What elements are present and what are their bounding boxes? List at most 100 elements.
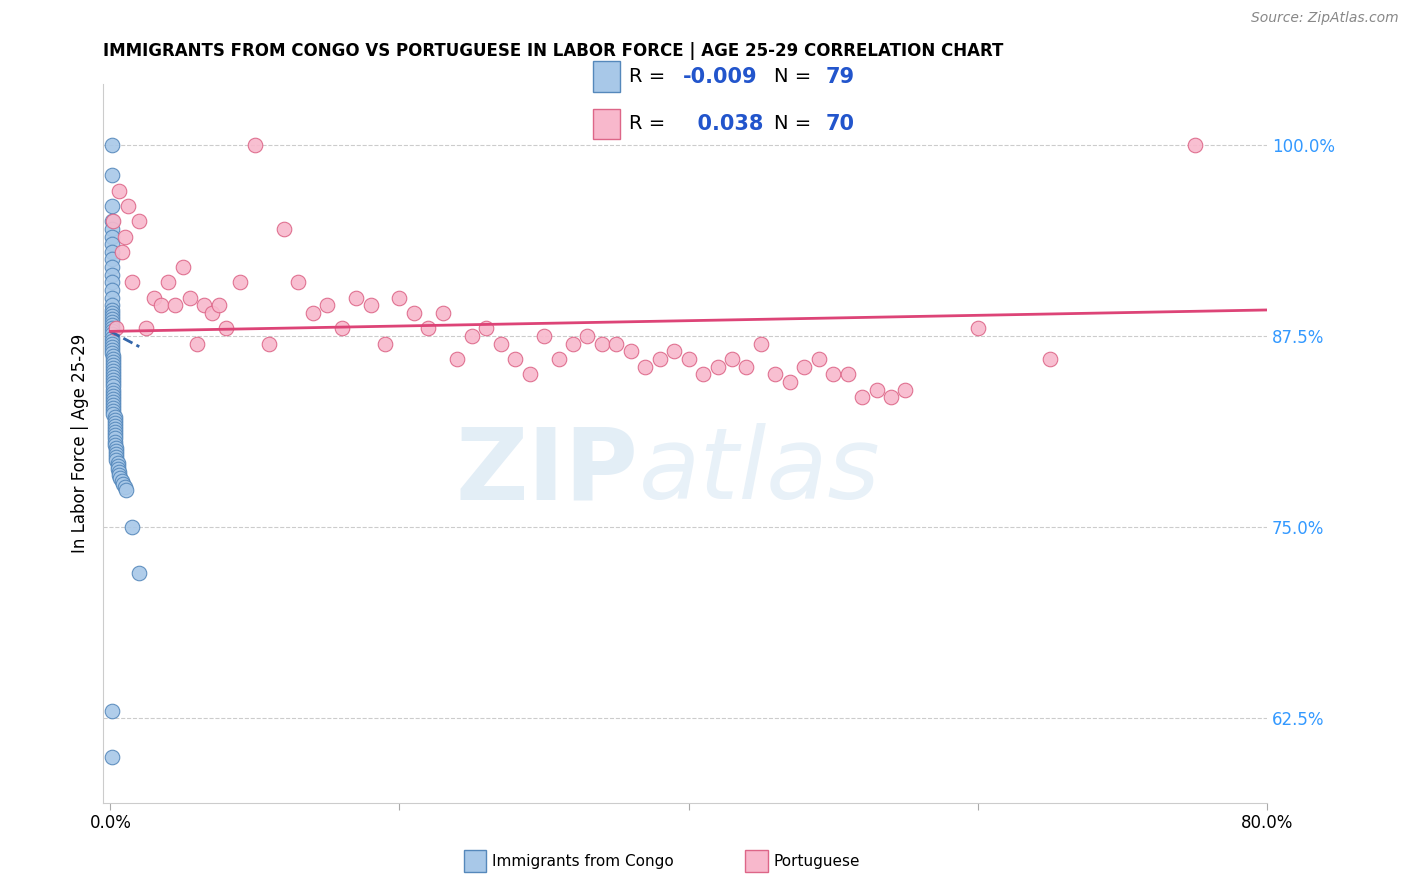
Point (103, 383, 125, 397)
Point (894, 383, 917, 397)
Point (115, 483, 138, 498)
Point (104, 432, 127, 446)
Text: N =: N = (773, 67, 811, 87)
Point (149, 298, 172, 312)
Point (107, 456, 129, 470)
Point (103, 398, 125, 412)
Point (104, 428, 127, 442)
Point (648, 351, 671, 366)
Point (103, 376, 125, 391)
Point (547, 351, 569, 366)
Point (101, 252, 124, 267)
Point (101, 229, 124, 244)
Point (779, 375, 801, 389)
Point (101, 291, 124, 305)
Point (172, 260, 194, 274)
Text: -0.009: -0.009 (683, 67, 758, 87)
Point (193, 298, 215, 312)
Point (101, 704, 124, 718)
Point (101, 268, 124, 282)
Point (103, 392, 125, 406)
Text: atlas: atlas (638, 424, 880, 520)
Point (101, 318, 124, 333)
Point (103, 358, 125, 372)
Point (104, 425, 127, 440)
Point (117, 199, 139, 213)
Point (865, 383, 887, 397)
Point (692, 368, 714, 382)
Text: 0.038: 0.038 (683, 114, 763, 134)
Point (101, 327, 124, 342)
Point (851, 390, 873, 404)
Point (103, 385, 125, 400)
Point (110, 471, 132, 485)
Point (103, 407, 125, 421)
Point (103, 379, 125, 393)
Point (112, 477, 135, 491)
Point (807, 351, 830, 366)
Point (101, 237, 124, 252)
Point (402, 306, 425, 320)
Point (108, 468, 131, 483)
Point (101, 321, 124, 335)
Text: 70: 70 (825, 114, 855, 134)
Point (101, 306, 124, 320)
Point (103, 214, 125, 228)
Text: N =: N = (773, 114, 811, 134)
Point (1184, 137, 1206, 152)
Point (107, 462, 129, 476)
Point (101, 309, 124, 323)
Point (735, 359, 758, 374)
Point (229, 276, 252, 290)
Point (446, 351, 468, 366)
Point (114, 229, 136, 244)
Point (101, 334, 124, 348)
Point (101, 343, 124, 357)
Point (103, 351, 125, 366)
Point (142, 291, 165, 305)
Point (101, 346, 124, 360)
Point (101, 330, 124, 344)
Point (103, 373, 125, 387)
Point (104, 422, 127, 436)
Point (101, 169, 124, 183)
Point (121, 520, 143, 534)
Point (101, 298, 124, 312)
Point (103, 370, 125, 384)
Text: ZIP: ZIP (456, 424, 638, 520)
Y-axis label: In Labor Force | Age 25-29: In Labor Force | Age 25-29 (72, 334, 89, 553)
Point (243, 137, 266, 152)
Point (103, 389, 125, 403)
Point (503, 351, 526, 366)
Point (101, 302, 124, 317)
Point (105, 447, 128, 461)
Point (121, 276, 143, 290)
Point (105, 321, 128, 335)
Point (101, 340, 124, 354)
FancyBboxPatch shape (592, 109, 620, 139)
Point (880, 390, 903, 404)
Point (215, 321, 238, 335)
Text: Immigrants from Congo: Immigrants from Congo (492, 855, 673, 869)
Point (344, 291, 367, 305)
Point (103, 368, 125, 382)
Point (101, 199, 124, 213)
Point (301, 306, 323, 320)
FancyBboxPatch shape (592, 62, 620, 92)
Text: IMMIGRANTS FROM CONGO VS PORTUGUESE IN LABOR FORCE | AGE 25-29 CORRELATION CHART: IMMIGRANTS FROM CONGO VS PORTUGUESE IN L… (103, 42, 1004, 60)
Point (103, 401, 125, 415)
Point (360, 298, 382, 312)
Point (662, 344, 685, 359)
Point (128, 214, 150, 228)
Point (330, 321, 353, 335)
Point (605, 336, 627, 351)
Point (273, 222, 295, 236)
Point (576, 329, 599, 343)
Point (721, 351, 744, 366)
Point (200, 306, 222, 320)
Point (111, 475, 134, 489)
Point (101, 315, 124, 329)
Point (101, 137, 124, 152)
Text: R =: R = (628, 114, 665, 134)
Text: R =: R = (628, 67, 665, 87)
